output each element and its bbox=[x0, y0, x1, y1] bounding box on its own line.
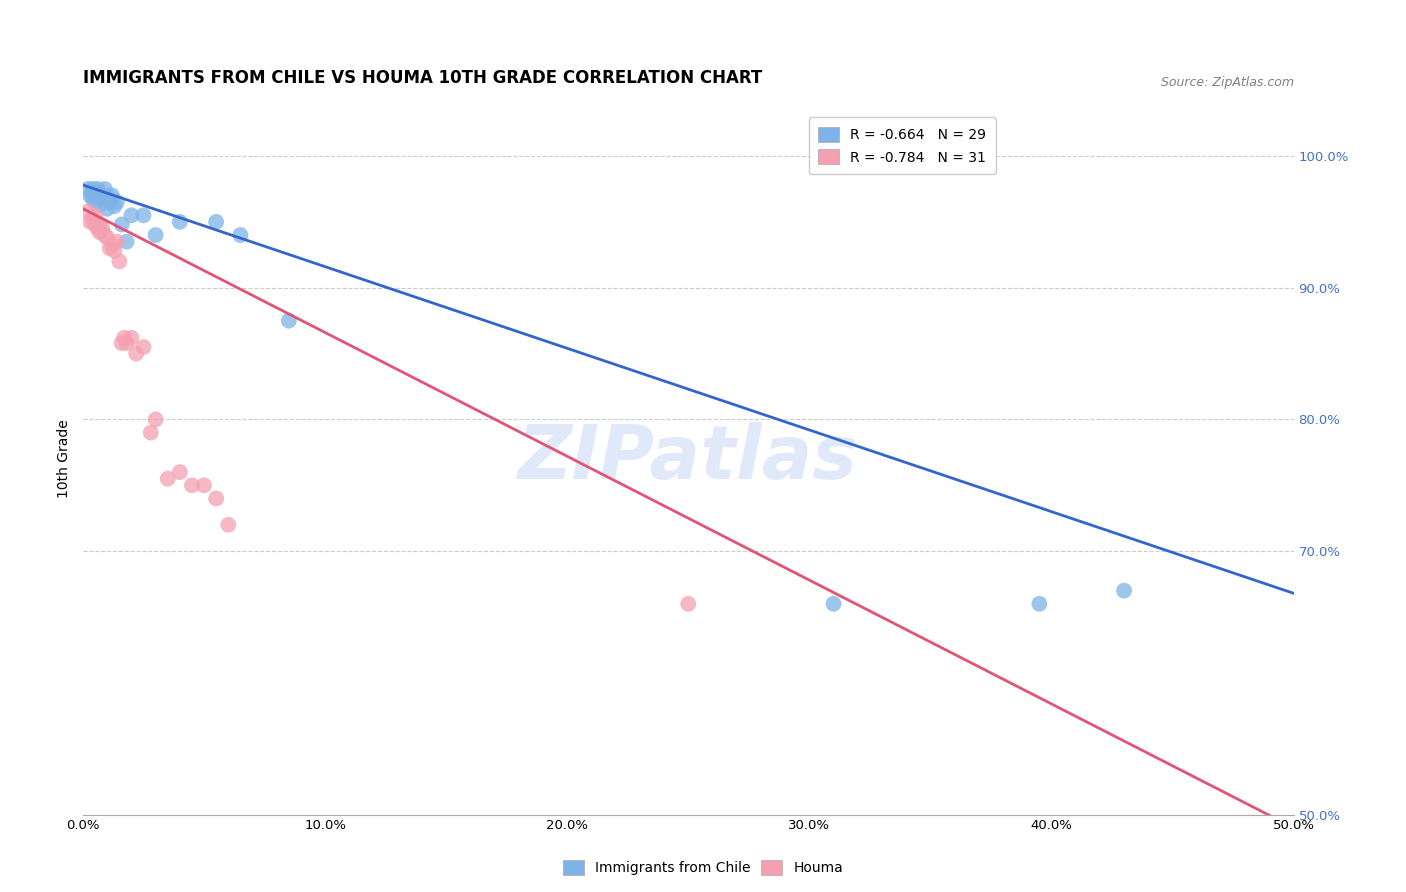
Point bbox=[156, 472, 179, 486]
Point bbox=[217, 517, 239, 532]
Point bbox=[205, 491, 228, 506]
Point bbox=[96, 230, 118, 244]
Point bbox=[205, 215, 228, 229]
Point bbox=[96, 188, 118, 202]
Point bbox=[108, 254, 131, 268]
Point bbox=[111, 336, 134, 351]
Point bbox=[103, 199, 125, 213]
Point bbox=[169, 215, 191, 229]
Point bbox=[89, 226, 111, 240]
Point bbox=[112, 331, 135, 345]
Point bbox=[125, 346, 148, 360]
Point bbox=[79, 188, 101, 202]
Point bbox=[103, 244, 125, 258]
Point bbox=[84, 218, 107, 232]
Point bbox=[823, 597, 845, 611]
Point bbox=[98, 241, 121, 255]
Point bbox=[145, 228, 167, 243]
Point bbox=[82, 182, 104, 196]
Point bbox=[193, 478, 215, 492]
Point bbox=[89, 218, 111, 232]
Point bbox=[86, 221, 108, 235]
Point bbox=[115, 336, 138, 351]
Point bbox=[98, 195, 121, 210]
Point bbox=[91, 221, 114, 235]
Point bbox=[86, 182, 108, 196]
Point bbox=[120, 208, 142, 222]
Point bbox=[120, 331, 142, 345]
Point bbox=[96, 202, 118, 216]
Point bbox=[82, 212, 104, 227]
Point bbox=[76, 182, 98, 196]
Point bbox=[1114, 583, 1136, 598]
Text: ZIPatlas: ZIPatlas bbox=[519, 423, 858, 495]
Legend: Immigrants from Chile, Houma: Immigrants from Chile, Houma bbox=[557, 855, 849, 880]
Point bbox=[79, 215, 101, 229]
Point bbox=[105, 195, 128, 210]
Point bbox=[84, 195, 107, 210]
Point bbox=[229, 228, 252, 243]
Point bbox=[82, 191, 104, 205]
Point bbox=[678, 597, 700, 611]
Point bbox=[101, 238, 124, 252]
Point bbox=[169, 465, 191, 479]
Point bbox=[115, 235, 138, 249]
Point bbox=[139, 425, 162, 440]
Point bbox=[94, 228, 117, 243]
Point bbox=[1028, 597, 1050, 611]
Point bbox=[277, 313, 299, 327]
Text: IMMIGRANTS FROM CHILE VS HOUMA 10TH GRADE CORRELATION CHART: IMMIGRANTS FROM CHILE VS HOUMA 10TH GRAD… bbox=[83, 69, 762, 87]
Point bbox=[132, 340, 155, 354]
Point bbox=[181, 478, 204, 492]
Legend: R = -0.664   N = 29, R = -0.784   N = 31: R = -0.664 N = 29, R = -0.784 N = 31 bbox=[808, 118, 995, 174]
Point bbox=[111, 218, 134, 232]
Point bbox=[94, 182, 117, 196]
Point bbox=[132, 208, 155, 222]
Text: Source: ZipAtlas.com: Source: ZipAtlas.com bbox=[1160, 76, 1294, 89]
Point bbox=[105, 235, 128, 249]
Point bbox=[101, 188, 124, 202]
Point bbox=[89, 198, 111, 212]
Point bbox=[89, 188, 111, 202]
Point bbox=[145, 412, 167, 426]
Y-axis label: 10th Grade: 10th Grade bbox=[58, 419, 72, 499]
Point bbox=[84, 186, 107, 200]
Point bbox=[84, 208, 107, 222]
Point bbox=[76, 204, 98, 219]
Point bbox=[91, 191, 114, 205]
